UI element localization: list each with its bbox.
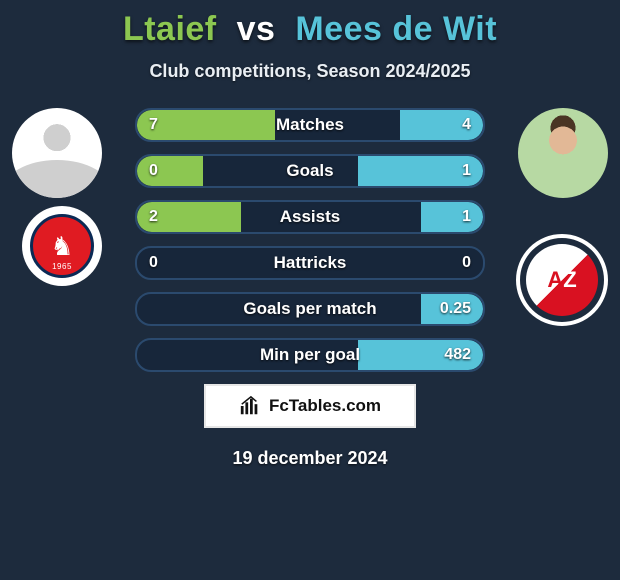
club-badge-right: AZ xyxy=(516,234,608,326)
date: 19 december 2024 xyxy=(0,448,620,469)
bar-fill-left xyxy=(137,202,241,232)
player-photo-right xyxy=(518,108,608,198)
comparison-card: Ltaief vs Mees de Wit Club competitions,… xyxy=(0,0,620,469)
bar-fill-left xyxy=(137,156,203,186)
stat-row: 01Goals xyxy=(135,154,485,188)
bar-fill-right xyxy=(358,340,483,370)
title-player2: Mees de Wit xyxy=(295,10,497,48)
twente-badge-icon: ♞ 1965 xyxy=(22,206,102,286)
chart-icon xyxy=(239,395,261,417)
stat-value-right: 0 xyxy=(450,248,483,278)
stat-row: 21Assists xyxy=(135,200,485,234)
bar-fill-left xyxy=(137,110,275,140)
subtitle: Club competitions, Season 2024/2025 xyxy=(0,61,620,82)
page-title: Ltaief vs Mees de Wit xyxy=(0,10,620,49)
stat-value-left xyxy=(137,340,161,370)
stat-bars: 74Matches 01Goals 21Assists 0 0Hattricks 0.25… xyxy=(135,108,485,372)
stage: ♞ 1965 AZ 74Matches 01Goals 21Assists 0 0Hat… xyxy=(0,108,620,372)
club-badge-left: ♞ 1965 xyxy=(20,204,104,288)
stat-label: Hattricks xyxy=(137,248,483,278)
footer-site: FcTables.com xyxy=(269,396,381,416)
stat-row: 74Matches xyxy=(135,108,485,142)
bar-fill-right xyxy=(358,156,483,186)
club-year-left: 1965 xyxy=(52,262,72,271)
title-player1: Ltaief xyxy=(123,10,217,48)
stat-row: 0.25Goals per match xyxy=(135,292,485,326)
bar-fill-right xyxy=(421,202,483,232)
az-badge-icon: AZ xyxy=(526,244,598,316)
stat-value-left: 0 xyxy=(137,248,170,278)
bar-fill-right xyxy=(400,110,483,140)
avatar-photo-icon xyxy=(518,108,608,198)
avatar-placeholder-icon xyxy=(12,108,102,198)
stat-row: 0 0Hattricks xyxy=(135,246,485,280)
bar-fill-right xyxy=(421,294,483,324)
stat-row: 482Min per goal xyxy=(135,338,485,372)
title-vs: vs xyxy=(237,10,276,48)
az-text: AZ xyxy=(547,267,576,293)
player-photo-left xyxy=(12,108,102,198)
stat-value-left xyxy=(137,294,161,324)
footer-badge: FcTables.com xyxy=(204,384,416,428)
horse-icon: ♞ xyxy=(50,233,73,259)
